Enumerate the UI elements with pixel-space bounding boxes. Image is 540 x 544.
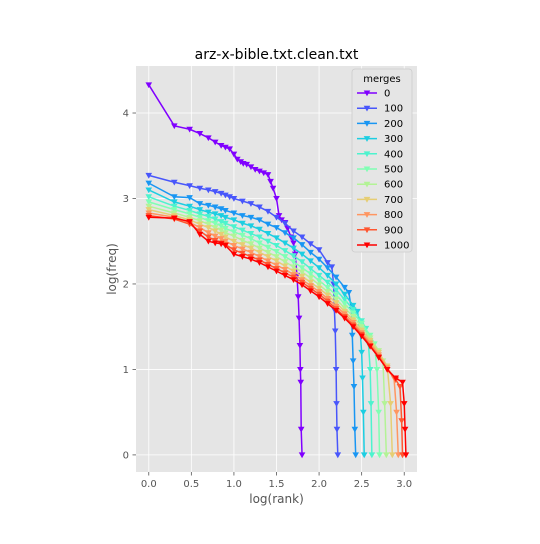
legend: merges 0 100 200 300 400 500 600 700 800 900 1000 <box>352 69 412 252</box>
legend-label: 0 <box>384 89 390 100</box>
x-tick-label: 2.0 <box>311 479 327 490</box>
y-axis-label: log(freq) <box>105 243 119 295</box>
legend-title: merges <box>363 74 401 85</box>
legend-label: 700 <box>384 195 403 206</box>
legend-label: 400 <box>384 149 403 160</box>
legend-label: 1000 <box>384 241 409 252</box>
legend-label: 200 <box>384 119 403 130</box>
legend-label: 500 <box>384 165 403 176</box>
x-tick-label: 0.5 <box>183 479 199 490</box>
x-tick-label: 3.0 <box>396 479 412 490</box>
y-tick-label: 4 <box>123 109 129 120</box>
x-tick-label: 0.0 <box>141 479 157 490</box>
x-tick-label: 2.5 <box>354 479 370 490</box>
y-tick-label: 1 <box>123 365 129 376</box>
legend-label: 100 <box>384 104 403 115</box>
y-tick-label: 0 <box>123 450 129 461</box>
legend-label: 300 <box>384 134 403 145</box>
x-tick-label: 1.5 <box>269 479 285 490</box>
legend-label: 900 <box>384 225 403 236</box>
y-tick-label: 2 <box>123 279 129 290</box>
x-axis-label: log(rank) <box>249 492 304 506</box>
legend-label: 600 <box>384 180 403 191</box>
y-axis-ticks: 0 1 2 3 4 <box>123 109 136 462</box>
legend-label: 800 <box>384 210 403 221</box>
x-tick-label: 1.0 <box>226 479 242 490</box>
chart-title: arz-x-bible.txt.clean.txt <box>195 47 359 63</box>
y-tick-label: 3 <box>123 194 129 205</box>
x-axis-ticks: 0.0 0.5 1.0 1.5 2.0 2.5 3.0 <box>141 472 412 490</box>
